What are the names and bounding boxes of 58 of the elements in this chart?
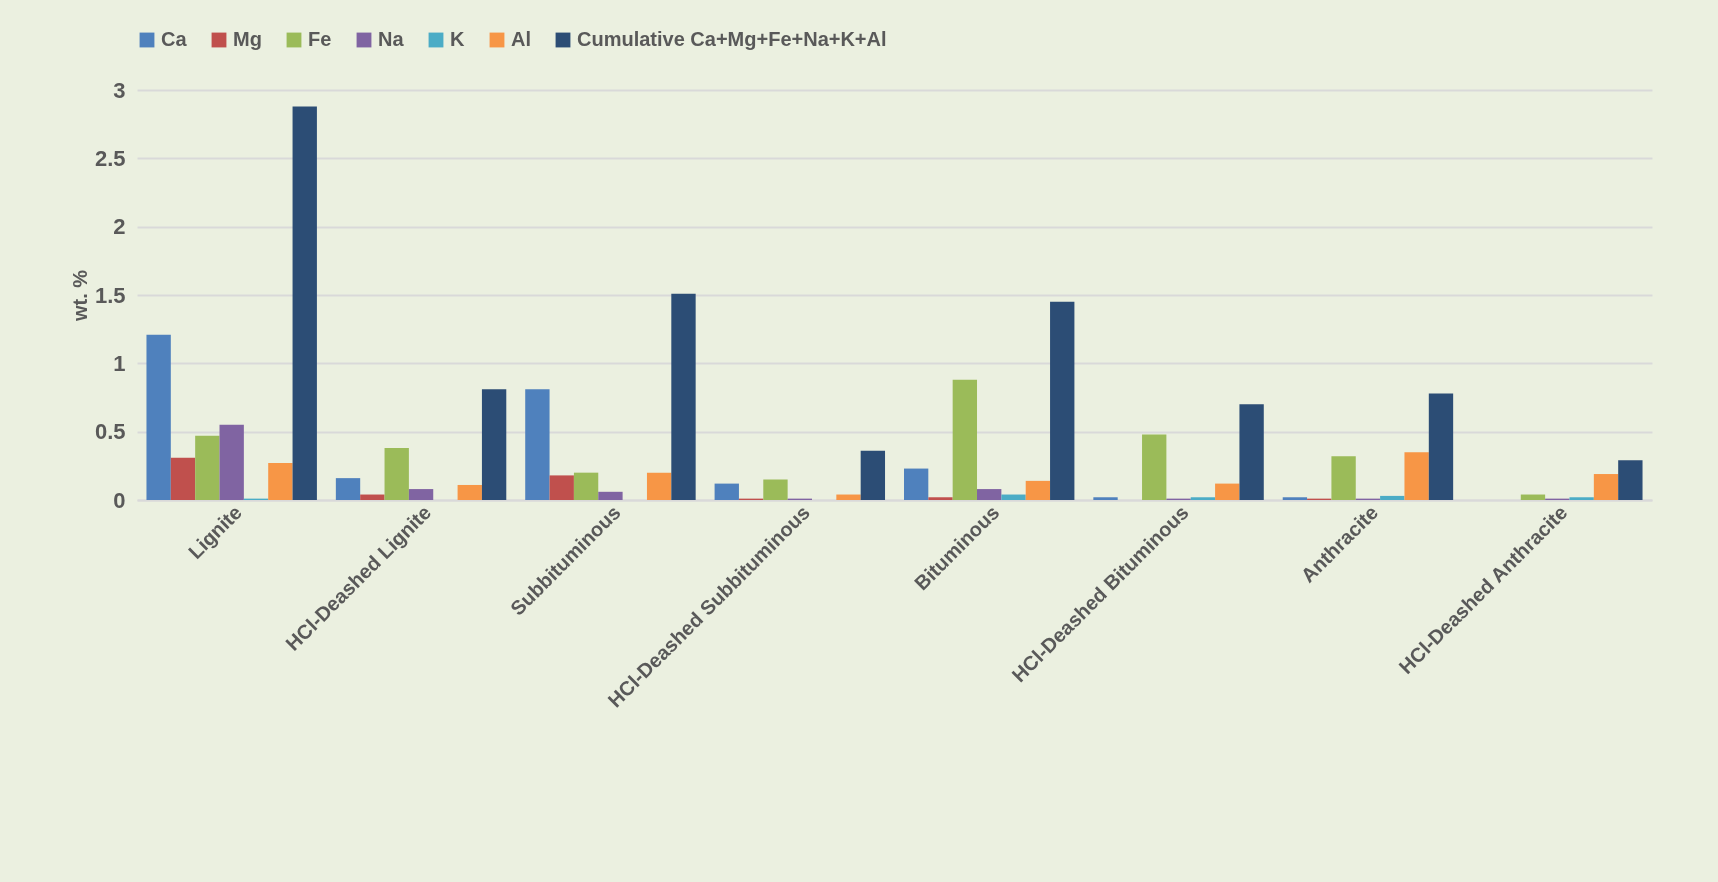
bar [671,293,696,500]
bar [1050,301,1075,500]
bar [1428,393,1454,500]
bar [1282,497,1308,500]
bar [549,475,574,500]
y-tick-label: 1.5 [94,282,126,308]
bar [952,379,978,500]
y-axis-title: wt. % [68,269,91,323]
legend-label: K [450,28,465,50]
bar [598,491,623,500]
bar [903,468,929,500]
bar [292,106,317,500]
bar [195,435,220,500]
bar [1520,494,1546,500]
bar [977,489,1002,500]
bar [525,389,550,500]
bar [646,472,672,500]
bar [1618,460,1643,500]
y-tick-label: 0.5 [94,419,126,445]
bar [170,457,196,500]
legend-label: Fe [308,28,332,50]
bar [408,489,434,500]
bar [1331,456,1356,500]
bar [928,497,953,500]
bar [836,494,861,500]
bar [1404,452,1429,500]
bar [384,448,409,500]
bar [573,472,599,500]
bar [860,450,886,500]
bar [1215,483,1240,500]
legend-label: Na [378,28,405,50]
bar [335,478,361,500]
bar [1001,494,1026,500]
bar [219,424,244,500]
bar [1142,434,1167,500]
bar [1380,495,1405,500]
bar [1093,497,1118,500]
bar [1025,480,1051,500]
y-tick-label: 2.5 [94,145,126,171]
legend-label: Cumulative Ca+Mg+Fe+Na+K+Al [577,28,887,50]
y-tick-label: 0 [113,487,126,513]
legend-label: Mg [233,28,262,50]
bar [1593,474,1619,500]
bar [1569,497,1594,500]
bar [1190,497,1216,500]
bar [457,484,482,500]
bar [268,463,293,500]
bar [1239,404,1264,500]
bar [146,334,171,500]
y-tick-label: 3 [113,77,126,103]
legend-label: Ca [161,28,188,50]
y-tick-label: 1 [113,350,126,376]
bar [763,479,788,500]
bar [714,483,739,500]
y-tick-label: 2 [113,214,126,240]
bar [481,389,507,500]
bar [360,494,385,500]
legend-label: Al [511,28,531,50]
